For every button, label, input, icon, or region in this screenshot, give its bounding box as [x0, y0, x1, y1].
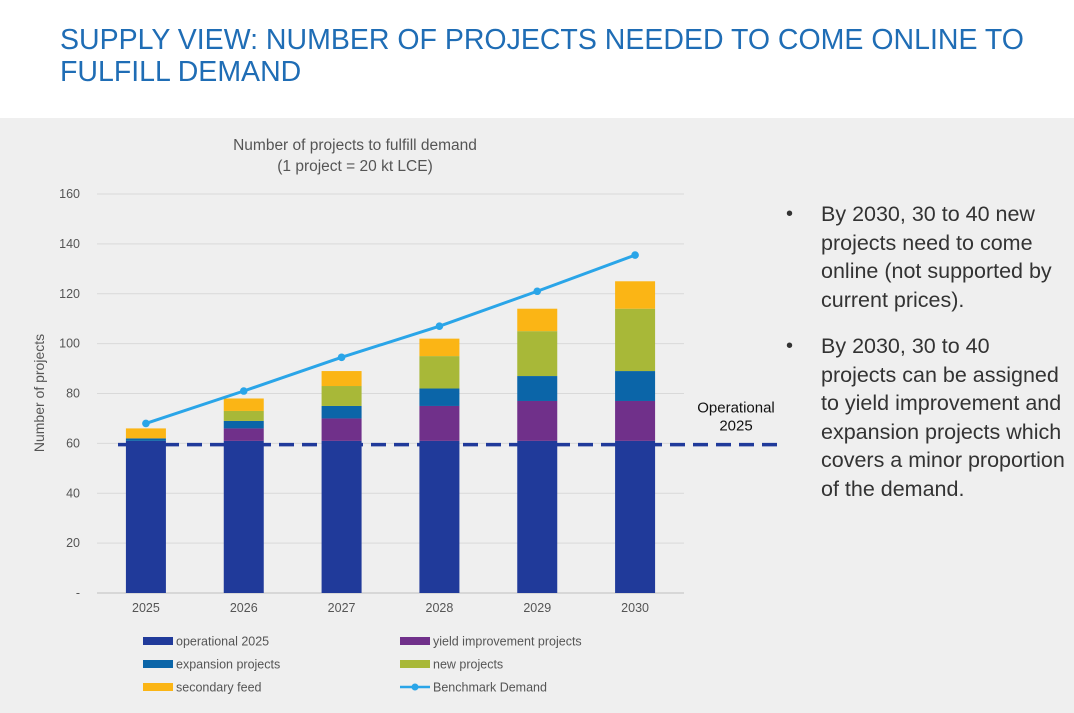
bar-segment — [223, 420, 264, 429]
legend-label: yield improvement projects — [433, 635, 582, 649]
x-tick-label: 2028 — [426, 601, 454, 615]
legend: operational 2025 yield improvement projec… — [143, 635, 582, 695]
bar-segment — [125, 428, 166, 439]
reference-label-line1: Operational — [697, 400, 775, 417]
page-title: SUPPLY VIEW: NUMBER OF PROJECTS NEEDED T… — [60, 24, 1024, 88]
bullet-item-1: By 2030, 30 to 40 new projects need to c… — [786, 200, 1066, 314]
y-tick-label: 80 — [66, 387, 80, 401]
x-tick-labels: 2025 2026 2027 2028 2029 2030 — [132, 601, 649, 615]
bar-segment — [223, 410, 264, 421]
bar-segment — [615, 440, 656, 593]
y-axis-label: Number of projects — [31, 334, 47, 452]
bar-segment — [419, 405, 460, 441]
x-tick-label: 2027 — [328, 601, 356, 615]
bar-segment — [223, 428, 264, 441]
legend-swatch — [400, 660, 430, 668]
legend-label: Benchmark Demand — [433, 681, 547, 695]
demand-point — [533, 287, 542, 296]
y-tick-label: 140 — [59, 237, 80, 251]
x-tick-label: 2029 — [523, 601, 551, 615]
bar-segment — [321, 386, 362, 406]
bar-segment — [517, 400, 558, 441]
demand-point — [435, 322, 444, 330]
bar-segment — [419, 356, 460, 389]
y-tick-label: 100 — [59, 337, 80, 351]
bar-segment — [321, 371, 362, 387]
bar-segment — [419, 338, 460, 357]
bar-segment — [615, 281, 656, 309]
bar-segment — [517, 376, 558, 401]
legend-label: new projects — [433, 658, 503, 672]
bar-segment — [419, 388, 460, 406]
demand-point — [239, 387, 248, 395]
bar-segment — [517, 308, 558, 332]
bar-segment — [517, 331, 558, 377]
y-tick-label: 160 — [59, 187, 80, 201]
legend-swatch — [143, 637, 173, 645]
y-tick-labels: - 20 40 60 80 100 120 140 160 — [59, 187, 80, 600]
demand-point — [631, 251, 639, 259]
y-tick-label: 60 — [66, 436, 80, 450]
y-tick-label: - — [76, 586, 80, 600]
bar-segment — [419, 440, 460, 593]
bar-segment — [615, 308, 656, 372]
legend-marker — [411, 683, 419, 691]
bar-segment — [223, 440, 264, 593]
gridlines — [97, 193, 684, 594]
bullet-list: By 2030, 30 to 40 new projects need to c… — [786, 200, 1066, 521]
demand-line-path — [145, 253, 636, 425]
y-tick-label: 40 — [66, 486, 80, 500]
x-tick-label: 2026 — [230, 601, 258, 615]
legend-label: secondary feed — [176, 681, 262, 695]
y-tick-label: 120 — [59, 287, 80, 301]
demand-point — [142, 419, 150, 428]
stacked-bar-chart: Number of projects to fulfill demand (1 … — [31, 137, 780, 695]
bar-segment — [321, 405, 362, 419]
benchmark-demand-line — [142, 251, 639, 428]
x-tick-label: 2030 — [621, 601, 649, 615]
bar-segment — [615, 400, 656, 441]
chart-title: Number of projects to fulfill demand — [233, 137, 477, 154]
bar-segment — [615, 371, 656, 401]
bar-segment — [125, 440, 166, 593]
bar-segment — [517, 440, 558, 593]
bar-segment — [223, 398, 264, 411]
bar-segment — [125, 438, 166, 441]
chart-subtitle: (1 project = 20 kt LCE) — [277, 158, 433, 175]
legend-swatch — [143, 683, 173, 691]
demand-point — [337, 353, 346, 362]
bullet-item-2: By 2030, 30 to 40 projects can be assign… — [786, 332, 1066, 503]
legend-label: operational 2025 — [176, 635, 269, 649]
x-tick-label: 2025 — [132, 601, 160, 615]
bar-segment — [321, 418, 362, 441]
reference-label-line2: 2025 — [719, 418, 752, 435]
bars — [125, 281, 656, 593]
legend-label: expansion projects — [176, 658, 280, 672]
y-tick-label: 20 — [66, 536, 80, 550]
legend-swatch — [400, 637, 430, 645]
bar-segment — [321, 440, 362, 593]
legend-swatch — [143, 660, 173, 668]
